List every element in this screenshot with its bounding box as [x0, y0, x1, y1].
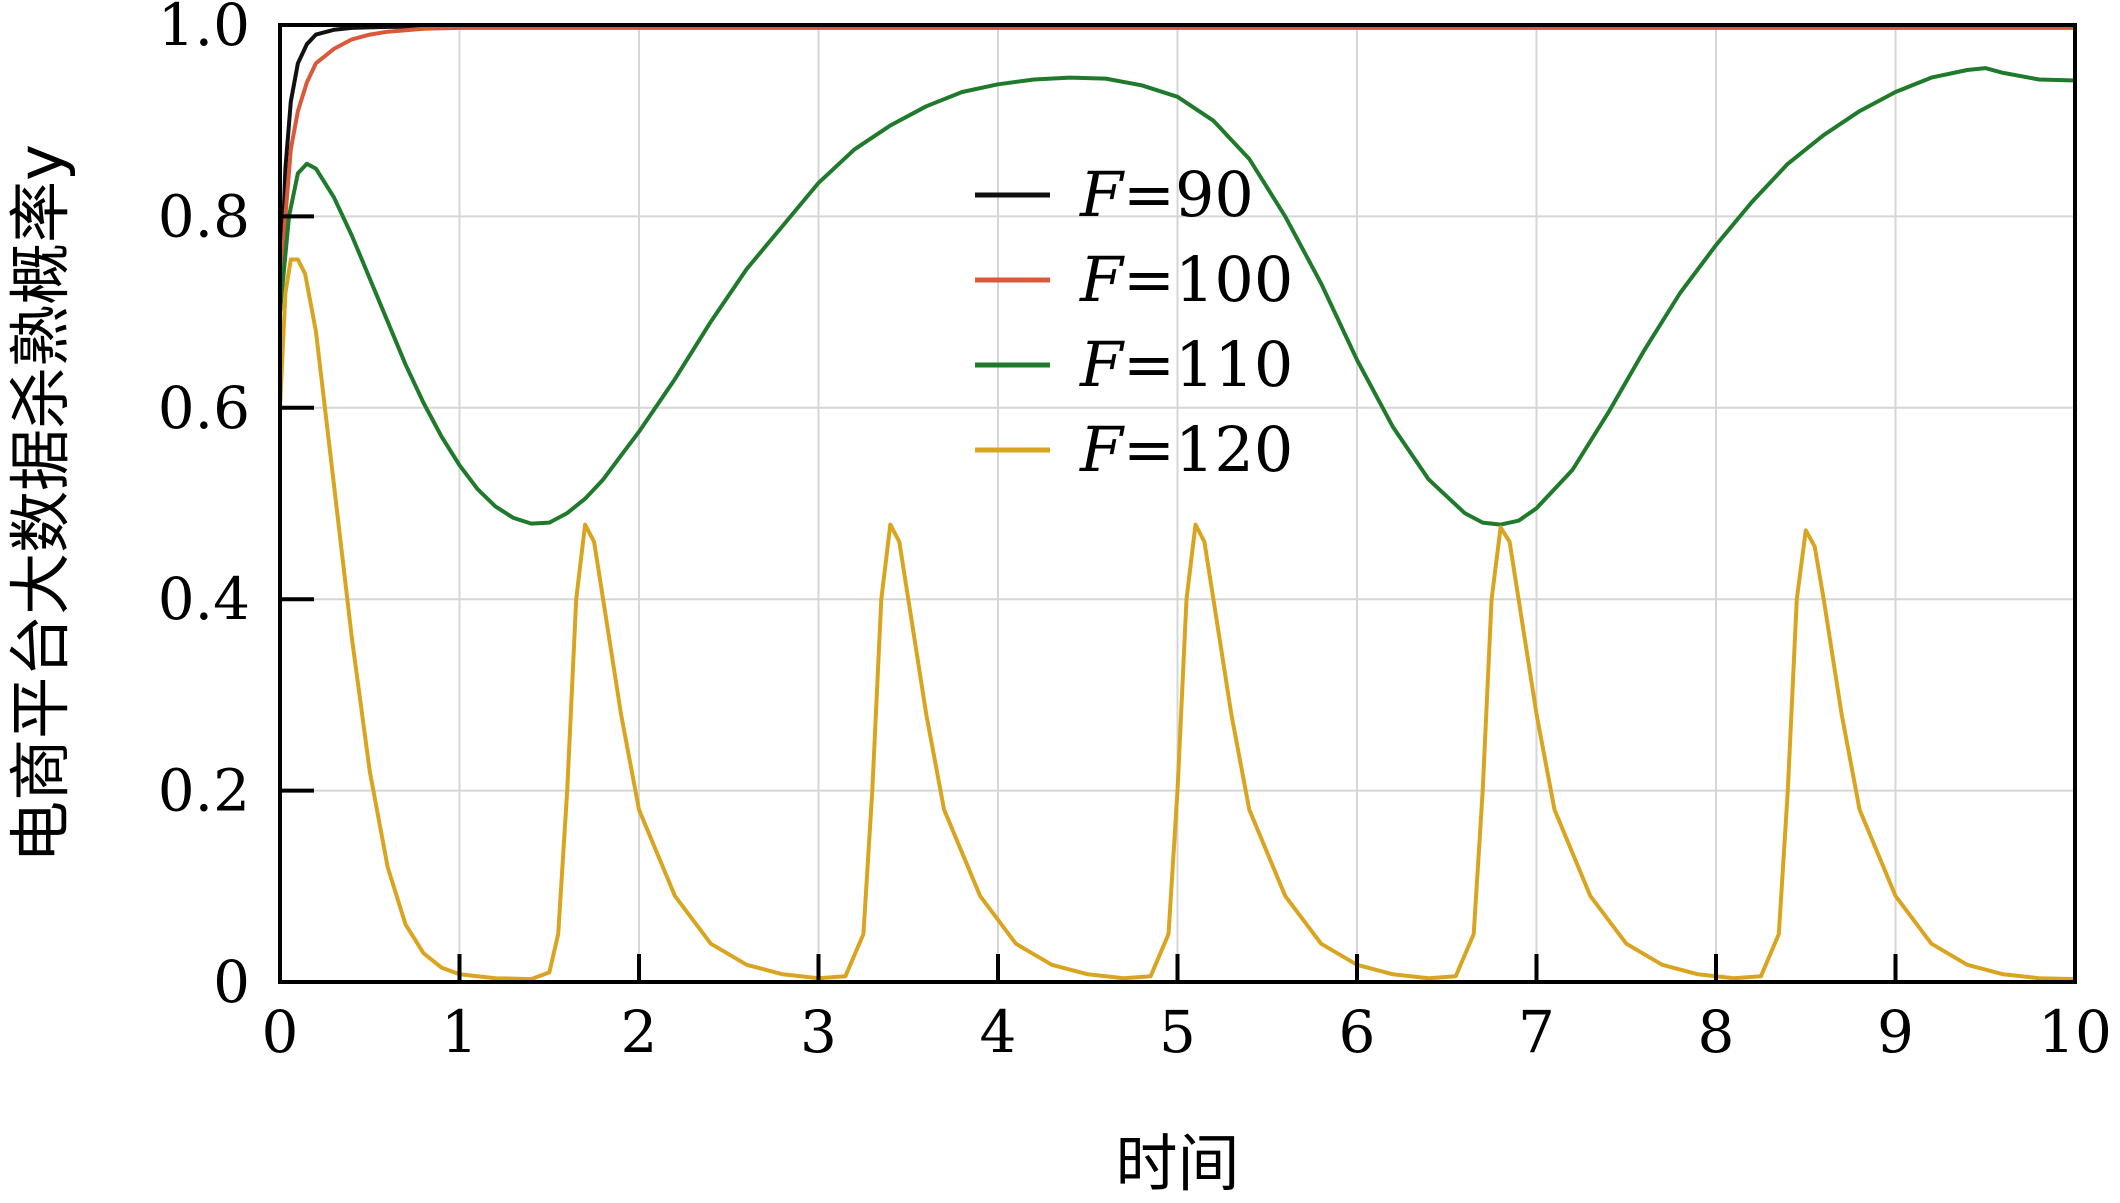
x-tick-label: 2 — [621, 998, 658, 1066]
legend: F=90 F=100 F=110 F=120 — [975, 158, 1293, 486]
y-tick-label: 0.8 — [158, 182, 250, 250]
x-tick-label: 5 — [1159, 998, 1196, 1066]
x-tick-label: 6 — [1339, 998, 1376, 1066]
legend-label: F=110 — [1079, 328, 1293, 401]
x-tick-label: 3 — [800, 998, 837, 1066]
series-line — [278, 25, 2077, 315]
axis-ticks — [278, 23, 2077, 984]
x-tick-label: 4 — [980, 998, 1017, 1066]
legend-label: F=100 — [1079, 243, 1293, 316]
y-tick-label: 0.6 — [158, 374, 250, 442]
y-tick-label: 0.2 — [158, 757, 250, 825]
x-tick-label: 9 — [1877, 998, 1914, 1066]
x-tick-label: 7 — [1518, 998, 1555, 1066]
legend-label: F=90 — [1079, 158, 1254, 231]
y-tick-labels: 0 0.2 0.4 0.6 0.8 1.0 — [158, 0, 250, 1016]
y-tick-label: 1.0 — [158, 0, 250, 59]
y-tick-label: 0.4 — [158, 565, 250, 633]
x-tick-label: 0 — [262, 998, 299, 1066]
x-tick-label: 10 — [2038, 998, 2112, 1066]
x-tick-label: 8 — [1698, 998, 1735, 1066]
series-line — [278, 257, 2077, 982]
x-tick-labels: 0 1 2 3 4 5 6 7 8 9 10 — [262, 998, 2112, 1066]
y-tick-label: 0 — [213, 948, 250, 1016]
series-line — [278, 66, 2077, 527]
x-tick-label: 1 — [441, 998, 478, 1066]
y-axis-title: 电商平台大数据杀熟概率y — [4, 144, 77, 863]
legend-label: F=120 — [1079, 413, 1293, 486]
x-axis-title: 时间 — [1115, 1127, 1239, 1200]
